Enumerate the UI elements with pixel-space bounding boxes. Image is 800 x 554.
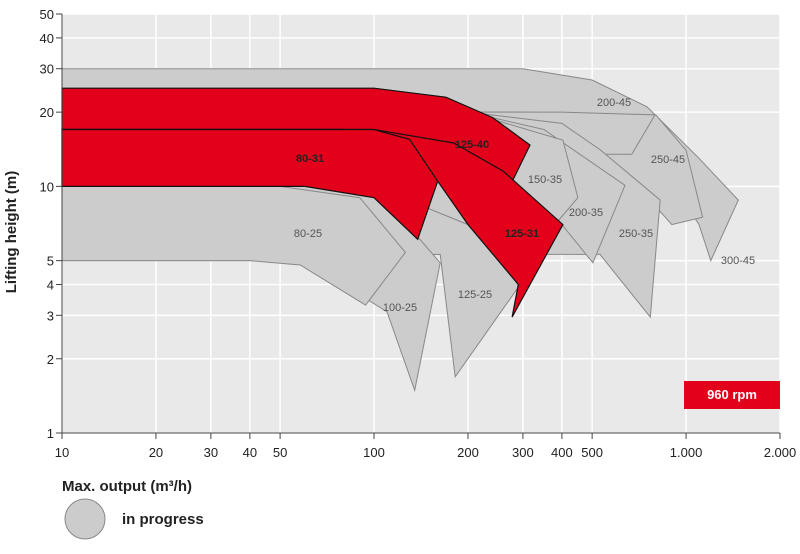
- y-tick-label: 40: [40, 31, 54, 46]
- x-tick-label: 50: [273, 445, 287, 460]
- rpm-badge-label: 960 rpm: [707, 387, 757, 402]
- x-tick-label: 500: [581, 445, 603, 460]
- region-label: 150-35: [528, 174, 562, 186]
- region-label: 100-25: [383, 302, 417, 314]
- x-tick-label: 30: [204, 445, 218, 460]
- y-tick-label: 20: [40, 105, 54, 120]
- x-tick-label: 400: [551, 445, 573, 460]
- y-tick-label: 1: [47, 426, 54, 441]
- region-label: 125-31: [505, 228, 539, 240]
- x-tick-label: 300: [512, 445, 534, 460]
- y-axis-title: Lifting height (m): [3, 171, 20, 293]
- region-label: 80-25: [294, 228, 322, 240]
- y-tick-label: 30: [40, 62, 54, 77]
- region-label: 250-45: [651, 154, 685, 166]
- y-tick-label: 10: [40, 179, 54, 194]
- region-label: 300-45: [721, 255, 755, 267]
- y-tick-label: 4: [47, 278, 54, 293]
- region-label: 125-25: [458, 289, 492, 301]
- rpm-badge: [684, 381, 780, 409]
- region-label: 125-40: [455, 139, 489, 151]
- y-tick-label: 3: [47, 308, 54, 323]
- legend-label: in progress: [122, 511, 204, 528]
- x-tick-label: 20: [149, 445, 163, 460]
- y-tick-label: 2: [47, 352, 54, 367]
- x-axis-title: Max. output (m³/h): [62, 478, 192, 495]
- x-tick-label: 200: [457, 445, 479, 460]
- y-tick-label: 50: [40, 7, 54, 22]
- x-tick-label: 10: [55, 445, 69, 460]
- x-tick-label: 1.000: [670, 445, 703, 460]
- x-tick-label: 2.000: [764, 445, 797, 460]
- x-tick-label: 100: [363, 445, 385, 460]
- pump-region: [61, 128, 439, 241]
- y-tick-label: 5: [47, 254, 54, 269]
- x-tick-label: 40: [243, 445, 257, 460]
- legend-swatch: [64, 498, 106, 540]
- region-label: 200-45: [597, 97, 631, 109]
- region-label: 80-31: [296, 153, 324, 165]
- regions: 300-45 250-45 200-45 250-35 200-35 150-35 125-…: [61, 68, 755, 393]
- region-label: 200-35: [569, 207, 603, 219]
- pump-region: [61, 185, 407, 306]
- region-label: 250-35: [619, 228, 653, 240]
